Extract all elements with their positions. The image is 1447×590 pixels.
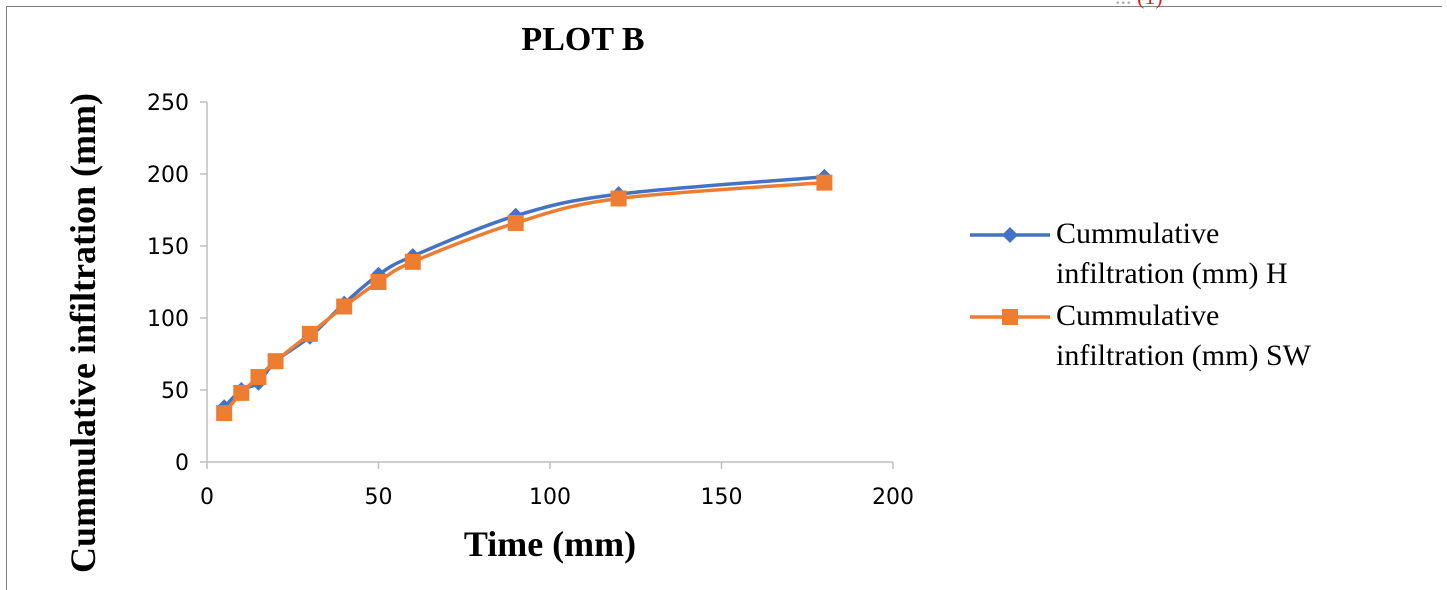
x-tick-label: 100: [529, 485, 571, 510]
x-axis-title: Time (mm): [464, 524, 636, 564]
y-tick-label: 200: [147, 163, 189, 188]
legend-swatch-marker: [1002, 227, 1018, 243]
chart-title: PLOT B: [521, 21, 644, 58]
corner-note: ... (1): [1115, 0, 1163, 9]
data-point: [816, 174, 833, 191]
legend-entry-h: Cummulative infiltration (mm) H: [970, 217, 1288, 290]
y-tick-label: 50: [161, 379, 189, 404]
corner-note-prefix: ...: [1115, 0, 1132, 9]
series-h: [216, 168, 833, 416]
legend-entry-sw: Cummulative infiltration (mm) SW: [970, 299, 1312, 372]
data-point: [610, 190, 627, 207]
y-tick-label: 0: [175, 451, 189, 476]
x-tick-label: 50: [365, 485, 393, 510]
data-point: [507, 214, 524, 231]
legend-label: Cummulative: [1056, 299, 1219, 332]
y-tick-label: 250: [147, 91, 189, 116]
y-tick-label: 150: [147, 235, 189, 260]
data-point: [216, 405, 233, 422]
series-line: [222, 175, 825, 409]
data-point: [233, 384, 250, 401]
chart-frame: [6, 6, 1442, 590]
data-point: [336, 298, 353, 315]
data-point: [370, 274, 387, 290]
x-tick-label: 150: [701, 485, 743, 510]
data-point: [301, 325, 318, 342]
y-tick-label: 100: [147, 307, 189, 332]
y-axis-title: Cummulative infiltration (mm): [63, 93, 103, 573]
legend-label: infiltration (mm) H: [1056, 257, 1288, 290]
x-tick-label: 200: [872, 485, 914, 510]
data-point: [404, 253, 421, 270]
series-sw: [216, 174, 833, 422]
axes: 0 50 100 150 200 250 0 50 100 150 200: [147, 91, 914, 510]
data-point: [250, 369, 267, 386]
legend-label: infiltration (mm) SW: [1056, 339, 1312, 372]
x-tick-label: 0: [200, 485, 214, 510]
plot-area: [216, 168, 833, 422]
data-point: [267, 353, 284, 370]
corner-note-red: (1): [1137, 0, 1163, 9]
series-line: [222, 180, 825, 415]
legend-swatch-marker: [1002, 309, 1018, 325]
legend-label: Cummulative: [1056, 217, 1219, 250]
